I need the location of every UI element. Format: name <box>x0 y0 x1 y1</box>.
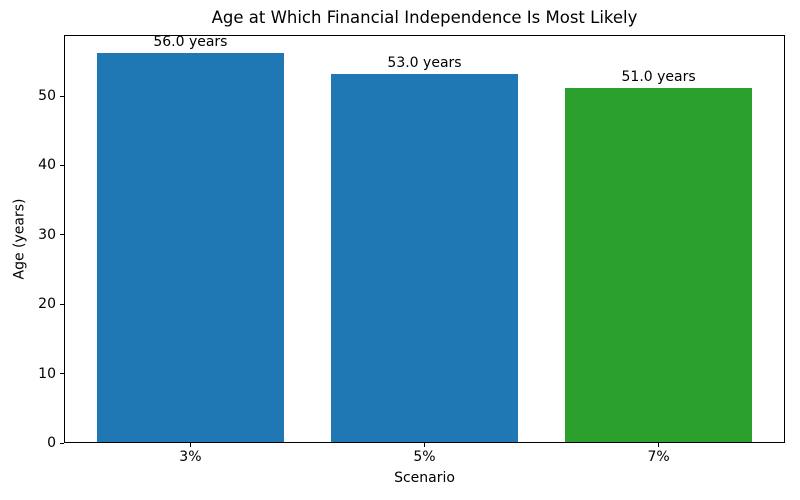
y-tick-label: 40 <box>38 157 56 174</box>
chart-title: Age at Which Financial Independence Is M… <box>211 8 638 27</box>
y-tick-label: 0 <box>47 435 56 451</box>
bar-value-label: 53.0 years <box>387 55 462 72</box>
y-tick-label: 30 <box>38 226 56 243</box>
bar <box>564 88 753 442</box>
y-tick-mark <box>60 303 64 305</box>
x-tick-mark <box>424 443 425 447</box>
bar-value-label: 56.0 years <box>153 34 228 51</box>
bar <box>330 74 519 442</box>
y-tick-mark <box>60 95 64 97</box>
y-tick-label: 20 <box>38 296 56 313</box>
x-tick-mark <box>658 443 660 447</box>
x-tick-label: 5% <box>413 449 436 465</box>
y-tick-label: 50 <box>38 88 56 105</box>
y-tick-label: 10 <box>38 365 56 382</box>
plot-area <box>64 35 785 443</box>
bar-value-label: 51.0 years <box>621 69 696 86</box>
bar <box>96 53 285 442</box>
y-tick-mark <box>60 234 64 236</box>
y-tick-mark <box>60 373 64 375</box>
x-tick-label: 7% <box>647 449 670 465</box>
y-tick-mark <box>60 442 64 444</box>
x-axis-label: Scenario <box>394 470 455 486</box>
x-tick-label: 3% <box>179 449 202 465</box>
x-tick-mark <box>189 443 191 447</box>
y-tick-mark <box>60 164 64 166</box>
